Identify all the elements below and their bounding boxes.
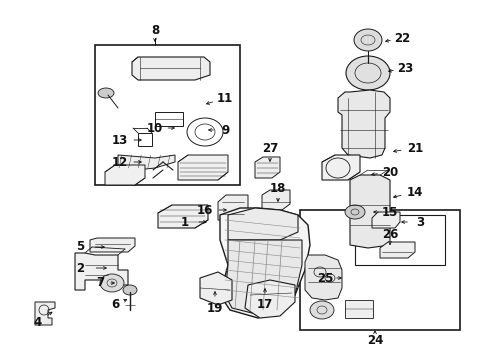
Text: 21: 21: [406, 141, 422, 154]
Text: 18: 18: [269, 181, 285, 194]
Polygon shape: [90, 238, 135, 252]
Bar: [345, 300, 372, 318]
Text: 11: 11: [217, 91, 233, 104]
Polygon shape: [371, 212, 399, 228]
Text: 20: 20: [381, 166, 397, 179]
Polygon shape: [224, 240, 302, 315]
Polygon shape: [337, 90, 389, 158]
Text: 26: 26: [381, 229, 397, 242]
Text: 12: 12: [112, 156, 128, 168]
Text: 6: 6: [111, 298, 119, 311]
Polygon shape: [321, 155, 359, 180]
Polygon shape: [218, 195, 247, 220]
Ellipse shape: [353, 29, 381, 51]
Text: 22: 22: [393, 31, 409, 45]
Text: 14: 14: [406, 185, 422, 198]
Text: 16: 16: [196, 203, 213, 216]
Ellipse shape: [123, 285, 137, 295]
Ellipse shape: [98, 88, 114, 98]
Text: 5: 5: [76, 240, 84, 253]
Polygon shape: [132, 57, 209, 80]
Text: 8: 8: [151, 23, 159, 36]
Text: 15: 15: [381, 206, 397, 219]
Text: 25: 25: [316, 271, 332, 284]
Text: 7: 7: [96, 276, 104, 289]
Polygon shape: [178, 155, 227, 180]
Polygon shape: [254, 157, 280, 178]
Text: 17: 17: [256, 298, 273, 311]
Text: 3: 3: [415, 216, 423, 229]
Polygon shape: [244, 280, 294, 318]
Polygon shape: [35, 302, 55, 325]
Polygon shape: [105, 165, 145, 185]
Text: 13: 13: [112, 134, 128, 147]
Ellipse shape: [345, 205, 364, 219]
Text: 2: 2: [76, 261, 84, 274]
Ellipse shape: [346, 56, 389, 90]
Bar: [138, 133, 152, 146]
Polygon shape: [118, 155, 175, 172]
Polygon shape: [305, 255, 341, 300]
Polygon shape: [75, 253, 128, 290]
Text: 23: 23: [396, 62, 412, 75]
Bar: [155, 112, 183, 126]
Text: 9: 9: [221, 123, 229, 136]
Bar: [299, 210, 459, 330]
Text: 24: 24: [366, 333, 383, 346]
Polygon shape: [158, 205, 207, 228]
Text: 4: 4: [34, 315, 42, 328]
Ellipse shape: [100, 274, 124, 292]
Polygon shape: [227, 208, 297, 240]
Text: 19: 19: [206, 302, 223, 315]
Bar: [354, 215, 444, 265]
Polygon shape: [349, 175, 389, 248]
Polygon shape: [220, 208, 309, 318]
Text: 10: 10: [146, 122, 163, 135]
Polygon shape: [262, 190, 289, 210]
Text: 27: 27: [262, 141, 278, 154]
Ellipse shape: [309, 301, 333, 319]
Polygon shape: [200, 272, 231, 305]
Text: 1: 1: [181, 216, 189, 229]
Bar: [95, 45, 240, 185]
Polygon shape: [379, 242, 414, 258]
